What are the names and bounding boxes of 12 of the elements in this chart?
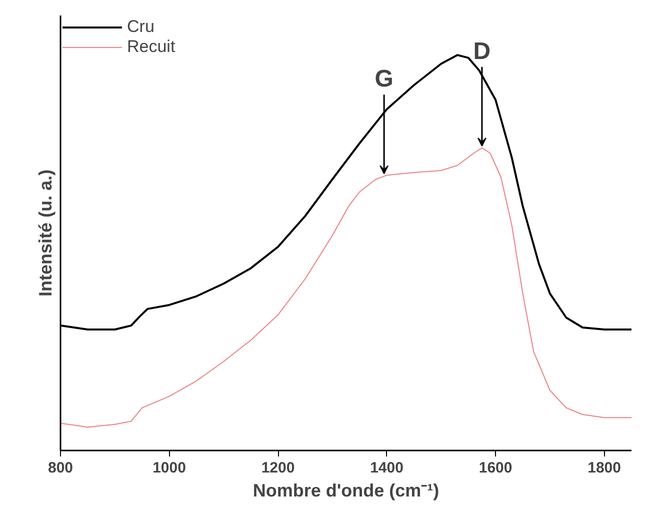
x-axis-title: Nombre d'onde (cm⁻¹): [252, 480, 440, 500]
x-tick-label: 1800: [588, 460, 621, 476]
x-tick-label: 1000: [152, 460, 186, 476]
x-tick-label: 800: [48, 460, 74, 476]
x-tick-label: 1600: [478, 460, 512, 476]
legend-label: Recuit: [127, 37, 176, 57]
annotation: D: [473, 38, 491, 65]
x-tick-label: 1200: [261, 460, 295, 476]
legend-label: Cru: [127, 17, 154, 37]
y-axis-title: Intensité (u. a.): [36, 169, 56, 297]
annotation: G: [374, 66, 394, 93]
x-tick-label: 1400: [370, 460, 404, 476]
